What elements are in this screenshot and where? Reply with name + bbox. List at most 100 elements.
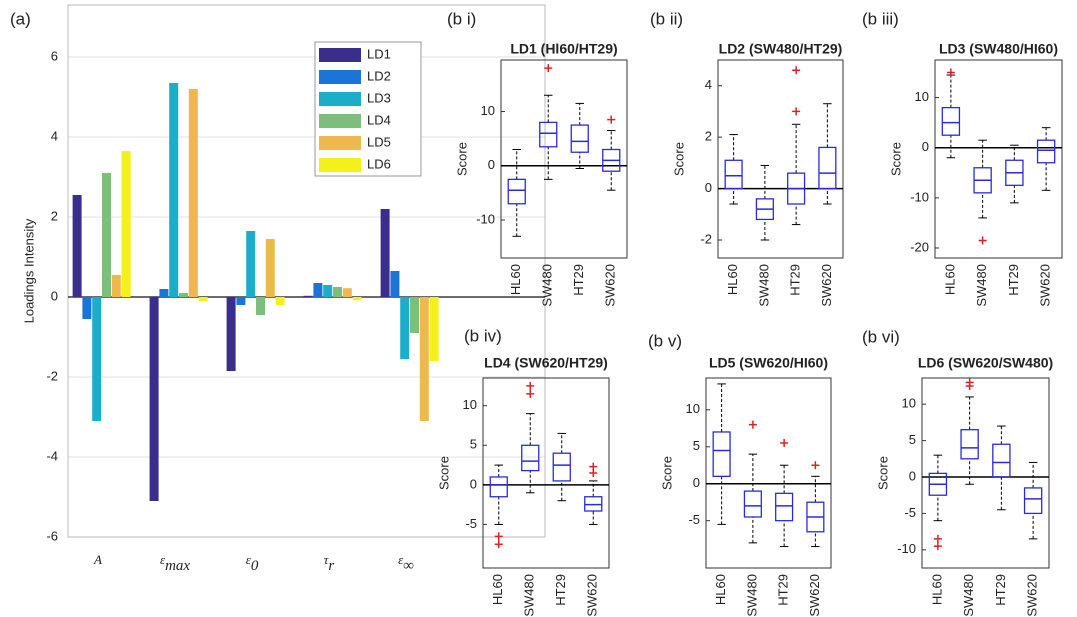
x-tick-symbol: τ: [324, 552, 330, 567]
outlier: [780, 439, 789, 448]
panel-label: (b i): [447, 9, 476, 28]
y-tick-label: -10: [910, 189, 929, 204]
x-tick-label: SW480: [974, 264, 989, 307]
y-axis-label: Loadings Intensity: [21, 218, 36, 323]
y-tick-label: 5: [470, 437, 477, 452]
x-tick-label: HT29: [571, 264, 586, 296]
y-tick-label: 10: [481, 103, 495, 118]
x-tick-label: εmax: [160, 552, 190, 574]
bar: [236, 297, 246, 305]
legend-label: LD5: [367, 134, 391, 149]
box: [818, 146, 837, 190]
y-tick-label: 0: [693, 475, 700, 490]
x-tick-symbol: ε: [398, 552, 404, 567]
x-tick-label: SW620: [585, 574, 600, 617]
y-tick-label: -6: [46, 528, 58, 543]
legend-label: LD3: [367, 90, 391, 105]
outlier: [965, 378, 974, 387]
bar: [410, 297, 419, 333]
bar: [246, 231, 256, 297]
y-tick-label: -5: [688, 512, 700, 527]
bar: [342, 288, 352, 297]
box: [743, 490, 762, 518]
y-tick-label: 10: [902, 396, 916, 411]
box: [941, 106, 961, 136]
x-tick-label: SW620: [1025, 574, 1040, 617]
x-tick-subscript: max: [165, 558, 190, 574]
outlier: [978, 236, 987, 245]
outlier: [792, 66, 801, 75]
x-tick-label: SW480: [522, 574, 537, 617]
y-tick-label: 2: [705, 129, 712, 144]
box: [521, 444, 540, 472]
y-tick-label: -5: [465, 516, 477, 531]
box: [507, 178, 526, 205]
x-tick-label: SW480: [540, 264, 555, 307]
box: [584, 496, 603, 512]
y-tick-label: -2: [46, 368, 58, 383]
chart-title: LD4 (SW620/HT29): [484, 355, 608, 371]
chart-title: LD6 (SW620/SW480): [918, 355, 1053, 371]
y-tick-label: -10: [897, 541, 916, 556]
y-tick-label: 0: [922, 139, 929, 154]
outlier: [494, 540, 503, 549]
x-tick-label: HL60: [725, 264, 740, 295]
plot-frame: [934, 59, 1063, 259]
y-tick-label: 10: [463, 397, 477, 412]
y-axis-label: Score: [875, 456, 890, 490]
x-tick-label: A: [93, 552, 102, 567]
box: [724, 159, 743, 190]
x-tick-label: SW620: [603, 264, 618, 307]
outlier: [933, 542, 942, 551]
panel-label: (b iv): [464, 326, 502, 345]
y-tick-label: 4: [51, 128, 58, 143]
bar: [303, 295, 313, 297]
x-tick-subscript: ∞: [403, 558, 414, 574]
y-tick-label: 0: [488, 157, 495, 172]
y-tick-label: -20: [910, 239, 929, 254]
y-axis-label: Score: [454, 142, 469, 176]
plot-frame: [717, 59, 844, 259]
x-tick-label: ε∞: [398, 552, 414, 574]
legend-swatch: [319, 70, 361, 84]
y-tick-label: 6: [51, 48, 58, 63]
legend-swatch: [319, 48, 361, 62]
bar: [226, 297, 236, 371]
x-tick-label: SW480: [961, 574, 976, 617]
bar: [429, 297, 439, 361]
y-tick-label: 5: [909, 432, 916, 447]
box: [552, 452, 571, 482]
box: [1036, 139, 1056, 164]
outlier: [494, 532, 503, 541]
y-tick-label: 4: [705, 77, 712, 92]
x-tick-symbol: A: [93, 552, 102, 567]
bar: [92, 297, 102, 421]
bar: [188, 89, 198, 297]
x-tick-label: HL60: [929, 574, 944, 605]
outlier: [933, 534, 942, 543]
x-tick-label: HT29: [1006, 264, 1021, 296]
x-tick-label: HT29: [993, 574, 1008, 606]
bar: [419, 297, 429, 421]
chart-title: LD5 (SW620/HI60): [709, 355, 828, 371]
y-axis-label: Score: [659, 456, 674, 490]
box: [570, 124, 589, 153]
y-tick-label: 0: [909, 468, 916, 483]
plot-frame: [921, 377, 1050, 569]
legend-box: [314, 41, 422, 177]
outlier: [811, 461, 820, 470]
box: [1023, 487, 1043, 515]
y-tick-label: 10: [686, 401, 700, 416]
x-tick-subscript: 0: [251, 558, 259, 574]
x-tick-label: HT29: [788, 264, 803, 296]
x-tick-subscript: r: [328, 558, 334, 574]
y-axis-label: Score: [436, 456, 451, 490]
box: [539, 121, 558, 148]
outlier: [748, 420, 757, 429]
outlier: [607, 115, 616, 124]
legend-swatch: [319, 136, 361, 150]
x-tick-label: SW620: [807, 574, 822, 617]
bar: [82, 297, 92, 319]
bar: [352, 297, 362, 301]
bar: [333, 287, 342, 297]
